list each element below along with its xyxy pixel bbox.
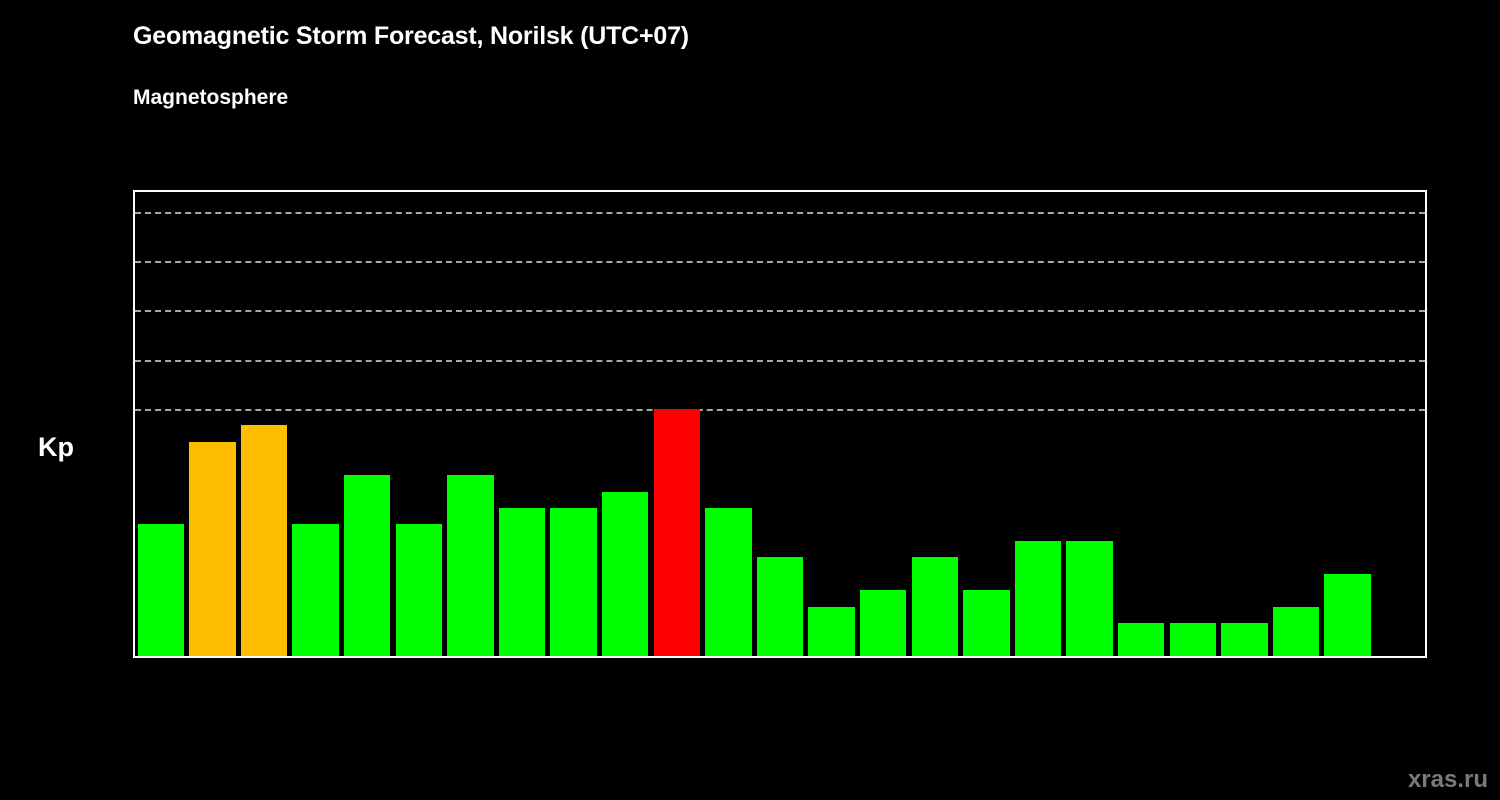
bar-apr-28-03-06[interactable] — [1014, 541, 1062, 656]
y-axis-title: Kp — [38, 432, 74, 462]
watermark: xras.ru — [1407, 766, 1488, 793]
bar-apr-28-18-21[interactable] — [1272, 606, 1320, 656]
bar-apr-26-03-06[interactable] — [189, 442, 236, 656]
bar-apr-26-06-09[interactable] — [240, 425, 288, 656]
bar-apr-28-06-09[interactable] — [1066, 541, 1113, 656]
gridline-kp-6 — [135, 359, 1425, 362]
bar-apr-27-15-18[interactable] — [808, 606, 855, 656]
bar-apr-26-21-24[interactable] — [498, 507, 546, 656]
chart-plot-area — [133, 190, 1427, 658]
bar-apr-26-18-21[interactable] — [447, 474, 494, 656]
bar-apr-26-12-15[interactable] — [343, 474, 391, 656]
bar-apr-27-12-15[interactable] — [756, 557, 804, 656]
gridline-kp-9 — [135, 211, 1425, 214]
bar-apr-28-09-12[interactable] — [1117, 622, 1165, 656]
bar-apr-28-15-18[interactable] — [1221, 622, 1268, 656]
chart-subtitle: Magnetosphere — [133, 86, 289, 109]
bar-apr-27-21-24[interactable] — [911, 557, 959, 656]
gridline-kp-5 — [135, 409, 1425, 412]
bar-apr-27-06-09[interactable] — [653, 409, 701, 656]
page-title: Geomagnetic Storm Forecast, Norilsk (UTC… — [133, 22, 689, 50]
bar-apr-28-21-24[interactable] — [1324, 573, 1371, 656]
plot-inner — [135, 192, 1425, 656]
bar-apr-27-03-06[interactable] — [601, 491, 649, 656]
gridline-kp-8 — [135, 261, 1425, 264]
bar-apr-26-09-12[interactable] — [292, 524, 339, 656]
bar-apr-26-15-18[interactable] — [395, 524, 443, 656]
bar-apr-28-12-15[interactable] — [1169, 622, 1217, 656]
bar-apr-26-00-03[interactable] — [137, 524, 185, 656]
gridline-kp-7 — [135, 310, 1425, 313]
bar-apr-27-18-21[interactable] — [859, 590, 907, 656]
bar-apr-27-09-12[interactable] — [705, 507, 752, 656]
bar-apr-28-00-03[interactable] — [963, 590, 1010, 656]
bar-apr-27-00-03[interactable] — [550, 507, 597, 656]
